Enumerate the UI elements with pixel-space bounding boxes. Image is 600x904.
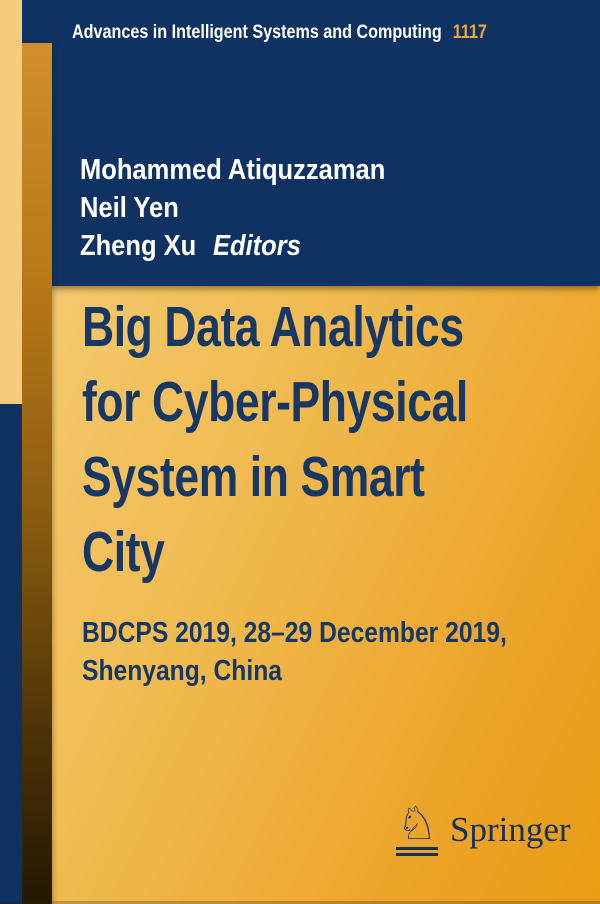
editors-role-label: Editors bbox=[212, 230, 301, 262]
series-bar: Advances in Intelligent Systems and Comp… bbox=[72, 21, 487, 44]
book-subtitle-line: Shenyang, China bbox=[82, 655, 282, 687]
publisher-logo: ♘ Springer bbox=[396, 800, 571, 856]
springer-knight-logo: ♘ bbox=[396, 800, 438, 856]
header-panel: Advances in Intelligent Systems and Comp… bbox=[22, 0, 600, 286]
series-volume-number: 1117 bbox=[452, 22, 487, 43]
springer-logo-baseline bbox=[396, 847, 438, 856]
left-navy-stripe bbox=[0, 404, 22, 904]
left-gold-stripe bbox=[0, 0, 22, 404]
book-subtitle-line: BDCPS 2019, 28–29 December 2019, bbox=[82, 617, 507, 649]
book-title: Big Data Analytics for Cyber-Physical Sy… bbox=[82, 290, 468, 590]
book-subtitle: BDCPS 2019, 28–29 December 2019, Shenyan… bbox=[82, 614, 507, 690]
publisher-name: Springer bbox=[450, 810, 571, 849]
editor-name: Mohammed Atiquzzaman bbox=[80, 151, 385, 189]
book-title-line: City bbox=[82, 520, 165, 584]
title-panel-background bbox=[52, 286, 600, 904]
springer-knight-icon: ♘ bbox=[396, 796, 438, 850]
editor-name-text: Mohammed Atiquzzaman bbox=[80, 154, 386, 186]
editor-name: Neil Yen bbox=[80, 189, 385, 227]
header-panel-background bbox=[22, 0, 600, 286]
editor-name: Zheng Xu Editors bbox=[80, 227, 385, 265]
bottom-edge-shadow bbox=[0, 901, 600, 904]
left-orange-gradient-stripe bbox=[22, 43, 52, 904]
editor-name-text: Neil Yen bbox=[80, 192, 179, 224]
editors-block: Mohammed Atiquzzaman Neil Yen Zheng Xu Ed… bbox=[80, 151, 385, 265]
series-title: Advances in Intelligent Systems and Comp… bbox=[72, 22, 442, 43]
book-title-line: Big Data Analytics bbox=[82, 295, 464, 359]
book-title-line: System in Smart bbox=[82, 445, 425, 509]
book-title-line: for Cyber-Physical bbox=[82, 370, 468, 434]
editor-name-text: Zheng Xu bbox=[80, 230, 197, 262]
title-panel: Big Data Analytics for Cyber-Physical Sy… bbox=[52, 286, 600, 904]
